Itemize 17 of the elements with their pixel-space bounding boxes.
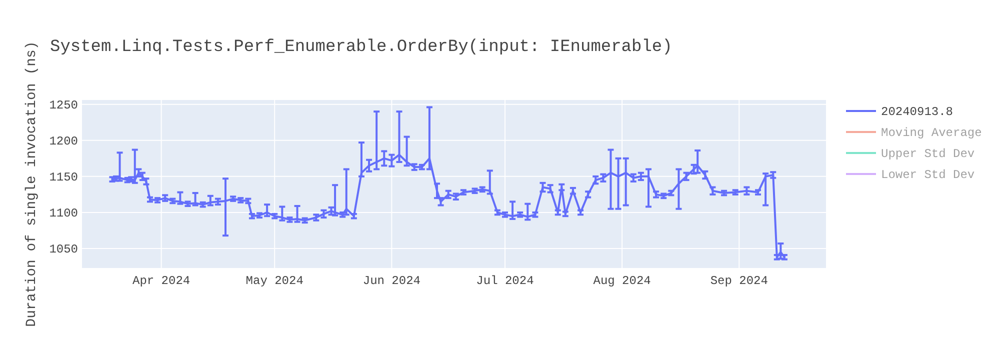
legend-label: 20240913.8 xyxy=(881,105,954,119)
legend-label: Moving Average xyxy=(881,126,982,140)
x-tick-label: Jul 2024 xyxy=(476,274,534,288)
y-tick-label: 1050 xyxy=(49,242,78,257)
legend-label: Upper Std Dev xyxy=(881,147,975,161)
chart-title: System.Linq.Tests.Perf_Enumerable.OrderBy(input: IEnumerable) xyxy=(50,38,672,57)
y-tick-label: 1100 xyxy=(49,206,78,220)
legend-label: Lower Std Dev xyxy=(881,168,975,182)
x-tick-label: Sep 2024 xyxy=(710,274,768,288)
y-axis-title: Duration of single invocation (ns) xyxy=(24,41,40,327)
x-tick-label: May 2024 xyxy=(246,274,304,288)
y-tick-label: 1250 xyxy=(49,98,78,112)
y-tick-label: 1200 xyxy=(49,134,78,148)
y-tick-label: 1150 xyxy=(49,170,78,184)
x-tick-label: Jun 2024 xyxy=(362,274,420,288)
x-tick-label: Aug 2024 xyxy=(593,274,651,288)
x-tick-label: Apr 2024 xyxy=(132,274,190,288)
